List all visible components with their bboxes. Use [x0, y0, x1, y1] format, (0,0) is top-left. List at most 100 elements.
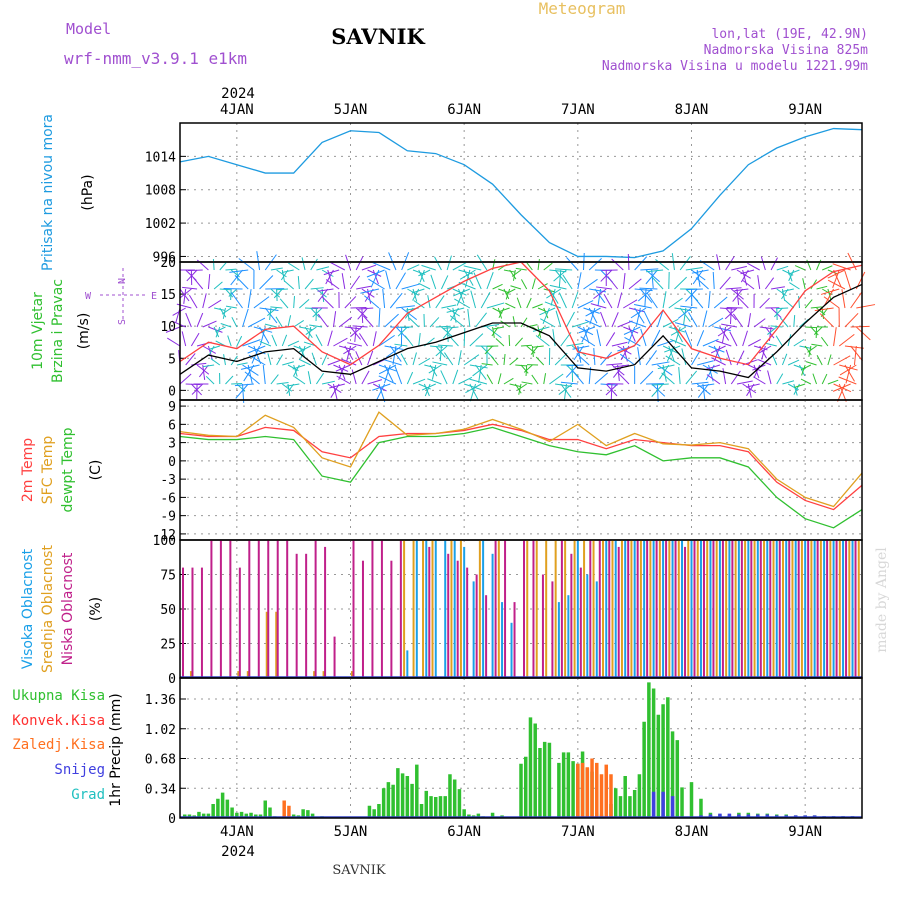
wind-arrow — [219, 307, 227, 318]
wind-arrow — [202, 293, 207, 309]
bar — [386, 782, 391, 818]
wind-arrow — [378, 307, 381, 328]
bar — [848, 540, 851, 678]
wind-arrow — [593, 348, 596, 366]
wind-arrow — [418, 282, 431, 290]
y-tick-label: 9 — [168, 400, 176, 415]
bar — [747, 540, 750, 678]
wind-arrow — [639, 287, 658, 290]
wind-arrow — [423, 383, 430, 397]
wind-arrow — [729, 331, 738, 347]
bar — [263, 800, 267, 818]
wind-arrow — [793, 314, 796, 328]
compass-s: S — [117, 319, 128, 325]
wind-arrow — [440, 370, 448, 385]
legend-convective: Konvek.Kisa — [12, 713, 105, 729]
wind-arrow — [225, 288, 234, 298]
wind-arrow — [463, 265, 482, 271]
wind-arrow — [662, 318, 679, 328]
wind-arrow — [691, 350, 701, 366]
bar — [472, 581, 475, 678]
wind-arrow — [397, 326, 408, 337]
bar — [618, 796, 623, 818]
wind-arrow — [457, 350, 462, 366]
bar — [699, 798, 703, 818]
wind-arrow — [321, 380, 335, 385]
wind-arrow — [459, 269, 476, 280]
wind-arrow — [566, 311, 575, 328]
wind-arrow — [207, 274, 211, 290]
wind-arrow — [532, 345, 544, 348]
wind-arrow — [820, 336, 829, 347]
bar — [835, 540, 838, 678]
wind-arrow — [339, 345, 355, 351]
bar — [639, 540, 642, 678]
wind-arrow — [537, 326, 542, 338]
bar — [276, 540, 279, 678]
legend-total-precip: Ukupna Kisa — [12, 688, 105, 704]
wind-arrow — [544, 301, 561, 309]
wind-arrow — [307, 326, 312, 340]
wind-arrow — [691, 381, 709, 385]
wind-arrow — [411, 288, 425, 294]
wind-arrow — [472, 364, 488, 377]
wind-arrow — [736, 288, 740, 305]
wind-arrow — [697, 360, 714, 366]
wind-arrow — [317, 288, 329, 303]
bar — [718, 540, 721, 678]
bar — [750, 540, 753, 678]
wind-arrow — [310, 258, 318, 271]
bar — [583, 540, 586, 678]
wind-arrow — [508, 334, 511, 347]
bar — [410, 783, 414, 818]
wind-arrow — [384, 313, 399, 328]
bar — [624, 540, 627, 678]
wind-arrow — [680, 305, 698, 309]
bar — [267, 540, 270, 678]
wind-arrow — [372, 383, 391, 391]
series-line-0 — [179, 283, 863, 379]
wind-arrow — [389, 292, 403, 309]
wind-arrow — [520, 317, 528, 328]
wind-arrow — [418, 333, 421, 347]
bar — [225, 799, 230, 818]
wind-arrow — [757, 275, 761, 290]
bar — [211, 804, 215, 818]
wind-arrow — [407, 264, 420, 271]
wind-arrow — [270, 267, 283, 271]
wind-arrow — [841, 289, 846, 309]
wind-arrow — [688, 312, 698, 328]
wind-arrow — [814, 307, 834, 312]
wind-arrow — [617, 320, 633, 328]
wind-arrow — [288, 262, 300, 271]
wind-arrow — [512, 316, 516, 328]
wind-arrow — [799, 345, 812, 349]
wind-arrow — [637, 347, 641, 366]
wind-arrow — [607, 276, 619, 290]
wind-arrow — [167, 337, 181, 347]
wind-arrow — [787, 359, 800, 366]
wind-arrow — [833, 269, 842, 288]
wind-arrow — [437, 344, 453, 347]
bar — [590, 758, 594, 818]
wind-arrow — [724, 307, 738, 320]
bar — [419, 804, 424, 818]
wind-arrow — [267, 353, 272, 366]
bar — [310, 813, 315, 818]
bar — [845, 540, 848, 678]
wind-arrow — [657, 364, 675, 370]
wind-arrow — [259, 307, 279, 312]
wind-arrow — [372, 331, 377, 347]
bar — [453, 540, 456, 678]
bar — [642, 721, 646, 818]
bar — [557, 762, 561, 818]
wind-arrow — [816, 285, 828, 290]
wind-arrow — [176, 303, 192, 309]
wind-arrow — [708, 317, 724, 328]
wind-arrow — [424, 383, 431, 397]
wind-arrow — [844, 270, 852, 290]
wind-arrow — [486, 271, 494, 290]
wind-arrow — [243, 364, 255, 382]
wind-arrow — [535, 335, 550, 347]
